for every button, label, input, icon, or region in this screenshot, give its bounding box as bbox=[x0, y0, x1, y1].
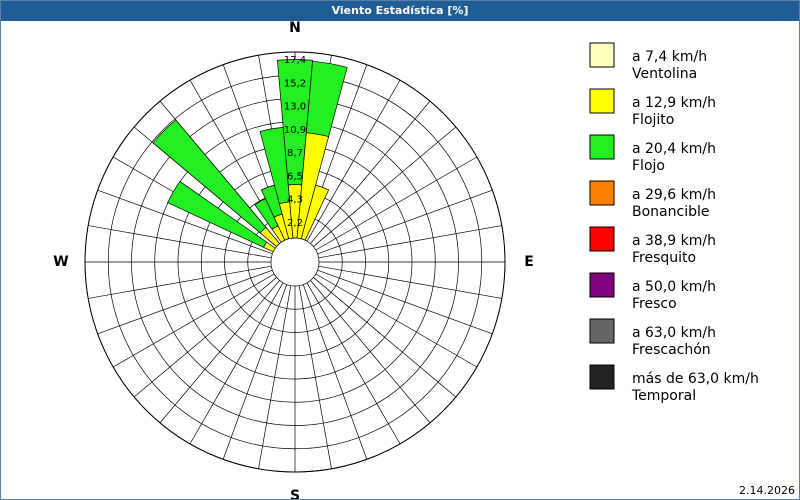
legend-swatch bbox=[589, 88, 615, 114]
legend-label: Temporal bbox=[631, 388, 696, 404]
ring-label: 6,5 bbox=[287, 171, 303, 182]
legend-name: más de 63,0 km/h bbox=[632, 371, 759, 387]
ring-label: 4,3 bbox=[287, 195, 303, 206]
legend-label: Frescachón bbox=[632, 342, 711, 358]
direction-label: W bbox=[53, 254, 68, 270]
calm-circle bbox=[270, 237, 320, 287]
legend-swatch bbox=[589, 134, 615, 160]
title-bar: Viento Estadística [%] bbox=[1, 1, 799, 21]
date: 2.14.2026 bbox=[739, 484, 795, 497]
legend-label: Bonancible bbox=[632, 204, 709, 220]
legend-swatch bbox=[589, 226, 615, 252]
ring-label: 15,2 bbox=[284, 78, 306, 89]
legend-label: Ventolina bbox=[632, 66, 697, 82]
legend-label: Flojo bbox=[632, 158, 665, 174]
ring-label: 8,7 bbox=[287, 148, 303, 159]
legend-name: a 29,6 km/h bbox=[632, 187, 716, 203]
wedge bbox=[152, 119, 267, 234]
direction-label: S bbox=[290, 488, 300, 499]
legend-swatch bbox=[589, 42, 615, 68]
wedge bbox=[305, 60, 348, 138]
direction-label: N bbox=[289, 21, 301, 36]
legend-name: a 38,9 km/h bbox=[632, 233, 716, 249]
legend-name: a 63,0 km/h bbox=[632, 325, 716, 341]
legend-label: Fresco bbox=[632, 296, 677, 312]
ring-label: 13,0 bbox=[284, 102, 306, 113]
wedge bbox=[276, 59, 314, 186]
ring-label: 10,9 bbox=[284, 125, 306, 136]
legend-label: Fresquito bbox=[632, 250, 696, 266]
ring-label: 17,4 bbox=[284, 55, 306, 66]
legend-swatch bbox=[589, 364, 615, 390]
legend-swatch bbox=[589, 318, 615, 344]
legend-label: Flojito bbox=[632, 112, 674, 128]
chart: 2.14.2026 2,2 4,3 6,5 8,7 10,9 13,0 15,2 17,4 N E… bbox=[53, 21, 795, 499]
legend-name: a 12,9 km/h bbox=[632, 95, 716, 111]
legend-swatch bbox=[589, 272, 615, 298]
wedge bbox=[167, 180, 268, 248]
legend-name: a 20,4 km/h bbox=[632, 141, 716, 157]
legend-name: a 50,0 km/h bbox=[632, 279, 716, 295]
legend-name: a 7,4 km/h bbox=[632, 49, 707, 65]
grid-ring bbox=[84, 51, 506, 473]
direction-label: E bbox=[524, 254, 534, 270]
legend-swatch bbox=[589, 180, 615, 206]
ring-label: 2,2 bbox=[287, 218, 303, 229]
